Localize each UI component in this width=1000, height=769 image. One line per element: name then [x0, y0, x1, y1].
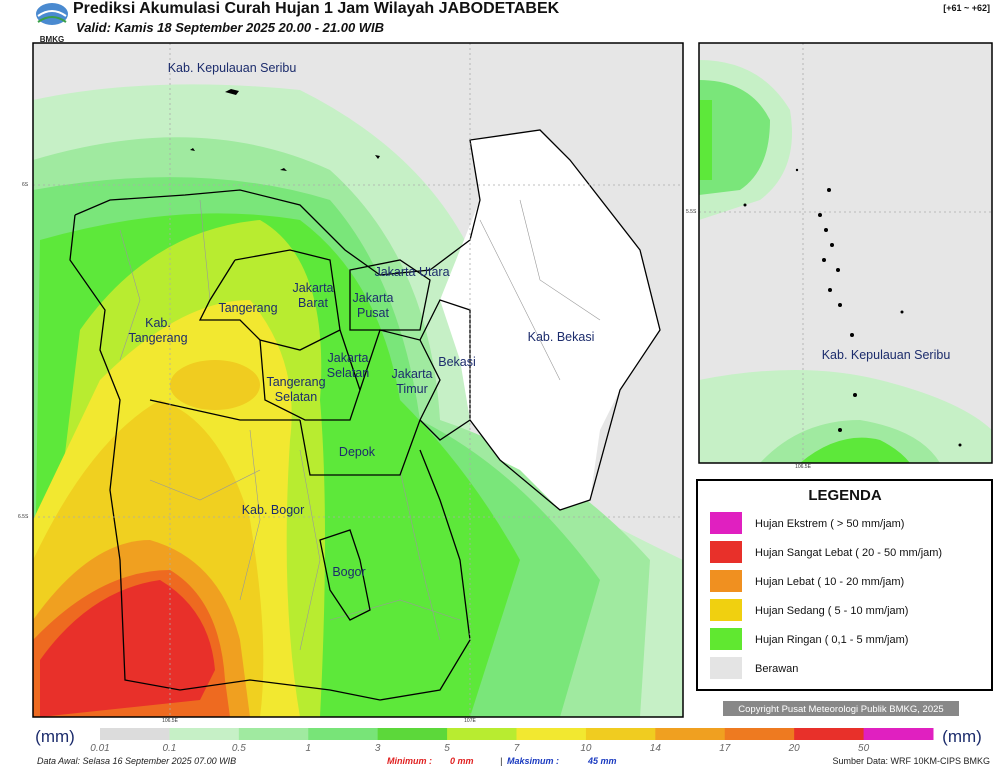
logo: BMKG	[36, 3, 68, 44]
axis-label: 106.5E	[162, 718, 179, 724]
logo-text: BMKG	[40, 35, 64, 44]
region-label: Jakarta Utara	[374, 265, 449, 279]
region-label: Jakarta	[293, 281, 334, 295]
legend-item: Hujan Lebat ( 10 - 20 mm/jam)	[755, 576, 904, 588]
colorbar-label: 1	[305, 743, 311, 754]
axis-label: 106.5E	[795, 464, 812, 470]
max-label: Maksimum :	[507, 756, 559, 766]
main-frame	[32, 42, 684, 718]
colorbar-label: 0.1	[162, 743, 176, 754]
region-label: Kab. Bekasi	[528, 330, 595, 344]
min-label: Minimum :	[387, 756, 432, 766]
range: [+61 ~ +62]	[943, 3, 990, 13]
legend-box	[696, 479, 993, 691]
legend-swatch	[710, 599, 742, 621]
inset-frame	[698, 42, 993, 464]
legend-swatch	[710, 570, 742, 592]
legend-title: LEGENDA	[808, 487, 882, 504]
colorbar-segment	[863, 728, 934, 740]
copyright-bg	[723, 701, 959, 716]
min-value: 0 mm	[450, 756, 474, 766]
region-label: Bekasi	[438, 355, 476, 369]
colorbar-label: 5	[444, 743, 450, 754]
colorbar-label: 3	[375, 743, 381, 754]
colorbar-segment	[377, 728, 448, 740]
colorbar-segment	[308, 728, 379, 740]
colorbar-segment	[100, 728, 170, 740]
colorbar-label: 20	[788, 743, 801, 754]
region-label: Barat	[298, 296, 328, 310]
axis-label: 6.5S	[18, 514, 29, 520]
legend-swatch	[710, 628, 742, 650]
colorbar-label: 14	[650, 743, 662, 754]
axis-label: 6S	[22, 182, 29, 188]
region-label: Tangerang	[218, 301, 277, 315]
region-label: Pusat	[357, 306, 389, 320]
colorbar-segment	[516, 728, 587, 740]
region-label: Depok	[339, 445, 376, 459]
colorbar-segment	[724, 728, 795, 740]
region-label: Tangerang	[266, 375, 325, 389]
colorbar-segment	[238, 728, 309, 740]
data-awal: Data Awal: Selasa 16 September 2025 07.0…	[37, 756, 236, 766]
region-label: Jakarta	[328, 351, 369, 365]
region-label: Jakarta	[353, 291, 394, 305]
legend-item: Hujan Sangat Lebat ( 20 - 50 mm/jam)	[755, 547, 942, 559]
colorbar-label: 17	[719, 743, 731, 754]
region-label: Timur	[396, 382, 427, 396]
colorbar-label: 10	[580, 743, 592, 754]
main-map	[33, 43, 683, 717]
region-label: Bogor	[332, 565, 365, 579]
legend-swatch	[710, 541, 742, 563]
region-label: Kab. Bogor	[242, 503, 305, 517]
legend-swatch	[710, 657, 742, 679]
inset-label: Kab. Kepulauan Seribu	[822, 348, 951, 362]
colorbar-label: 7	[514, 743, 520, 754]
colorbar-unit: (mm)	[942, 727, 982, 746]
subtitle: Valid: Kamis 18 September 2025 20.00 - 2…	[76, 20, 384, 35]
colorbar-label: 50	[858, 743, 870, 754]
legend-item: Hujan Sedang ( 5 - 10 mm/jam)	[755, 605, 908, 617]
region-label: Jakarta	[392, 367, 433, 381]
colorbar-segment	[794, 728, 865, 740]
axis-label: 107E	[464, 718, 476, 724]
region-label: Selatan	[275, 390, 317, 404]
region-label: Kab.	[145, 316, 171, 330]
legend-swatch	[710, 512, 742, 534]
source: Sumber Data: WRF 10KM-CIPS BMKG	[832, 756, 990, 766]
region-label: Selatan	[327, 366, 369, 380]
region-label: Kab. Kepulauan Seribu	[168, 61, 297, 75]
legend-item: Hujan Ringan ( 0,1 - 5 mm/jam)	[755, 634, 908, 646]
colorbar-segment	[585, 728, 656, 740]
colorbar-segment	[169, 728, 240, 740]
colorbar-label: 0.5	[232, 743, 246, 754]
copyright: Copyright Pusat Meteorologi Publik BMKG,…	[738, 704, 943, 715]
axis-label: 5.5S	[686, 209, 697, 215]
region-label: Tangerang	[128, 331, 187, 345]
colorbar-unit: (mm)	[35, 727, 75, 746]
legend-item: Berawan	[755, 663, 798, 675]
legend-item: Hujan Ekstrem ( > 50 mm/jam)	[755, 518, 904, 530]
colorbar-segment	[655, 728, 726, 740]
separator: |	[500, 756, 502, 766]
colorbar-segment	[447, 728, 517, 740]
inset-map	[699, 43, 992, 463]
title: Prediksi Akumulasi Curah Hujan 1 Jam Wil…	[73, 0, 560, 17]
colorbar-label: 0.01	[90, 743, 109, 754]
max-value: 45 mm	[587, 756, 617, 766]
